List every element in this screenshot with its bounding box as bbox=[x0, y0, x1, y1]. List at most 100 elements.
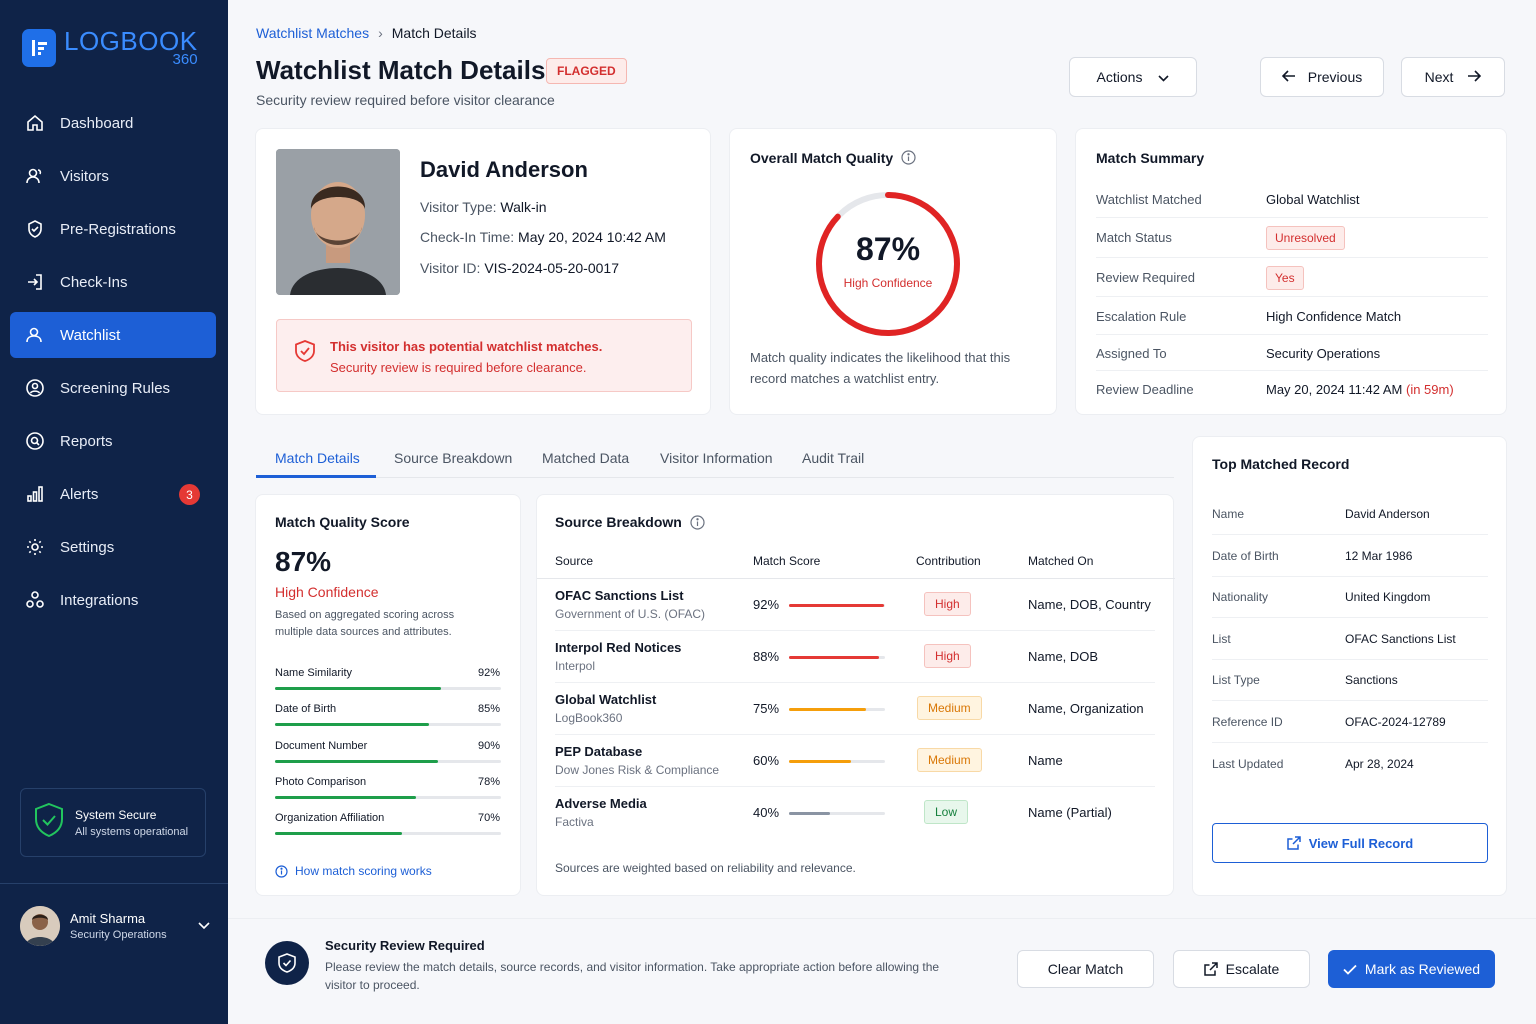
status-title: System Secure bbox=[75, 807, 157, 822]
scoring-help-link[interactable]: How match scoring works bbox=[275, 864, 432, 878]
sidebar-item-screening-rules[interactable]: Screening Rules bbox=[10, 365, 216, 411]
attribute-value: 90% bbox=[477, 739, 500, 752]
sidebar-item-watchlist[interactable]: Watchlist bbox=[10, 312, 216, 358]
sidebar-item-integrations[interactable]: Integrations bbox=[10, 577, 216, 623]
attribute-value: 70% bbox=[477, 812, 500, 825]
logo[interactable]: LOGBOOK 360 bbox=[22, 28, 198, 67]
sidebar-item-label: Alerts bbox=[60, 485, 99, 503]
visitor-id-value: VIS-2024-05-20-0017 bbox=[484, 260, 619, 276]
quality-percent: 87% bbox=[275, 546, 332, 577]
source-name: OFAC Sanctions List bbox=[555, 588, 684, 603]
sidebar-item-label: Reports bbox=[60, 432, 113, 450]
record-label: List bbox=[1212, 631, 1231, 646]
source-score: 60% bbox=[753, 753, 780, 768]
overall-note-1: Match quality indicates the likelihood t… bbox=[750, 350, 1011, 365]
record-label: Last Updated bbox=[1212, 756, 1284, 771]
summary-value: High Confidence Match bbox=[1266, 309, 1402, 324]
attribute-bar-track bbox=[275, 687, 501, 690]
review-text-1: Please review the match details, source … bbox=[325, 960, 940, 974]
home-icon bbox=[24, 112, 46, 134]
tab-match-details[interactable]: Match Details bbox=[275, 450, 360, 466]
tab-matched-data[interactable]: Matched Data bbox=[542, 450, 630, 466]
match-summary-card: Match Summary Watchlist Matched Global W… bbox=[1075, 128, 1507, 415]
sidebar-item-alerts[interactable]: Alerts 3 bbox=[10, 471, 216, 517]
source-provider: Factiva bbox=[555, 815, 594, 829]
matched-on: Name (Partial) bbox=[1028, 805, 1112, 820]
source-name: PEP Database bbox=[555, 744, 643, 759]
top-record-title: Top Matched Record bbox=[1212, 456, 1350, 472]
gear-icon bbox=[24, 536, 46, 558]
sidebar-item-dashboard[interactable]: Dashboard bbox=[10, 100, 216, 146]
source-score: 88% bbox=[753, 649, 780, 664]
actions-label: Actions bbox=[1096, 69, 1143, 85]
status-detail: All systems operational bbox=[75, 825, 189, 838]
divider bbox=[1212, 658, 1488, 660]
attribute-bar-fill bbox=[275, 795, 417, 799]
search-circle-icon bbox=[24, 430, 46, 452]
view-full-record-button[interactable]: View Full Record bbox=[1212, 823, 1488, 863]
source-name: Adverse Media bbox=[555, 796, 647, 811]
user-role: Security Operations bbox=[70, 929, 167, 941]
view-full-record-label: View Full Record bbox=[1308, 835, 1414, 851]
sidebar-item-reports[interactable]: Reports bbox=[10, 418, 216, 464]
status-badge: FLAGGED bbox=[546, 58, 627, 84]
sign-in-icon bbox=[24, 271, 46, 293]
sidebar-item-check-ins[interactable]: Check-Ins bbox=[10, 259, 216, 305]
matched-on: Name, DOB, Country bbox=[1028, 597, 1151, 612]
quality-gauge bbox=[816, 192, 960, 336]
logo-sub: 360 bbox=[172, 51, 198, 68]
integrations-icon bbox=[24, 589, 46, 611]
sidebar-item-visitors[interactable]: Visitors bbox=[10, 153, 216, 199]
source-breakdown-card: Source Breakdown Source Match Score Cont… bbox=[536, 494, 1175, 896]
contribution-badge: Medium bbox=[917, 748, 982, 772]
attribute-bar-track bbox=[275, 832, 501, 836]
record-label: Nationality bbox=[1212, 590, 1269, 605]
previous-button[interactable]: Previous bbox=[1260, 57, 1384, 97]
source-breakdown-title: Source Breakdown bbox=[555, 514, 682, 530]
divider bbox=[555, 734, 1155, 735]
previous-label: Previous bbox=[1307, 69, 1363, 85]
summary-value: Security Operations bbox=[1266, 346, 1381, 361]
summary-label: Review Required bbox=[1096, 270, 1195, 285]
tab-visitor-information[interactable]: Visitor Information bbox=[660, 450, 773, 466]
record-label: Reference ID bbox=[1212, 715, 1283, 729]
tab-source-breakdown[interactable]: Source Breakdown bbox=[394, 450, 513, 466]
record-value: United Kingdom bbox=[1345, 590, 1431, 605]
tab-audit-trail[interactable]: Audit Trail bbox=[802, 450, 865, 466]
top-matched-record-card: Top Matched Record Name David Anderson Dat… bbox=[1192, 436, 1507, 896]
sidebar-item-settings[interactable]: Settings bbox=[10, 524, 216, 570]
visitor-id: Visitor ID: VIS-2024-05-20-0017 bbox=[420, 260, 619, 276]
actions-dropdown[interactable]: Actions bbox=[1069, 57, 1197, 97]
attribute-label: Date of Birth bbox=[275, 703, 337, 716]
user-menu[interactable]: Amit Sharma Security Operations bbox=[20, 906, 210, 946]
overall-note-2: record matches a watchlist entry. bbox=[750, 371, 940, 386]
review-action-bar: Security Review Required Please review t… bbox=[228, 918, 1536, 1024]
chevron-down-icon[interactable] bbox=[198, 917, 210, 935]
info-icon[interactable] bbox=[901, 150, 916, 170]
check-icon bbox=[1343, 964, 1357, 975]
escalate-button[interactable]: Escalate bbox=[1173, 950, 1310, 988]
sources-footnote: Sources are weighted based on reliabilit… bbox=[555, 861, 856, 875]
help-link-label: How match scoring works bbox=[295, 864, 432, 878]
user-icon bbox=[24, 324, 46, 346]
matched-on: Name, DOB bbox=[1028, 649, 1099, 664]
sidebar-item-label: Settings bbox=[60, 538, 115, 556]
attribute-bar-fill bbox=[275, 687, 442, 690]
sidebar-item-label: Pre-Registrations bbox=[60, 220, 176, 238]
record-value: Sanctions bbox=[1345, 673, 1398, 688]
clear-match-button[interactable]: Clear Match bbox=[1017, 950, 1154, 988]
divider bbox=[1212, 742, 1488, 743]
breadcrumb-parent-link[interactable]: Watchlist Matches bbox=[256, 25, 370, 41]
source-provider: Interpol bbox=[555, 659, 596, 673]
info-icon[interactable] bbox=[690, 515, 705, 535]
record-value: 12 Mar 1986 bbox=[1345, 548, 1413, 563]
attribute-label: Organization Affiliation bbox=[275, 812, 385, 825]
sidebar-item-pre-registrations[interactable]: Pre-Registrations bbox=[10, 206, 216, 252]
source-score-bar-track bbox=[789, 812, 885, 815]
matched-on: Name, Organization bbox=[1028, 701, 1144, 716]
source-name: Global Watchlist bbox=[555, 692, 657, 707]
match-summary-title: Match Summary bbox=[1096, 150, 1205, 166]
mark-reviewed-button[interactable]: Mark as Reviewed bbox=[1328, 950, 1495, 988]
next-button[interactable]: Next bbox=[1401, 57, 1505, 97]
arrow-left-icon bbox=[1281, 69, 1296, 85]
